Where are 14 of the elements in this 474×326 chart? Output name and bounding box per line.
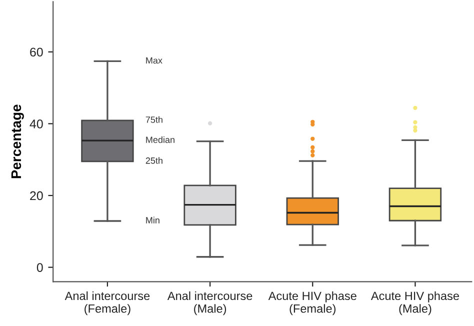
x-tick-label: Anal intercourse (Male) <box>167 291 252 316</box>
annotation: Min <box>146 216 160 224</box>
annotation: 25th <box>146 157 162 164</box>
annotation: 75th <box>146 116 162 123</box>
x-tick-label: Acute HIV phase (Female) <box>268 291 356 316</box>
y-tick-label: 20 <box>30 191 43 200</box>
x-tick-label: Acute HIV phase (Male) <box>370 291 459 316</box>
annotation: Median <box>146 136 174 143</box>
y-tick-label: 0 <box>36 263 43 272</box>
x-tick-label: Anal intercourse (Female) <box>64 291 150 316</box>
y-tick-label: 40 <box>30 119 43 128</box>
y-axis-title: Percentage <box>11 104 24 178</box>
annotation: Max <box>146 57 162 64</box>
y-tick-label: 60 <box>30 48 43 57</box>
